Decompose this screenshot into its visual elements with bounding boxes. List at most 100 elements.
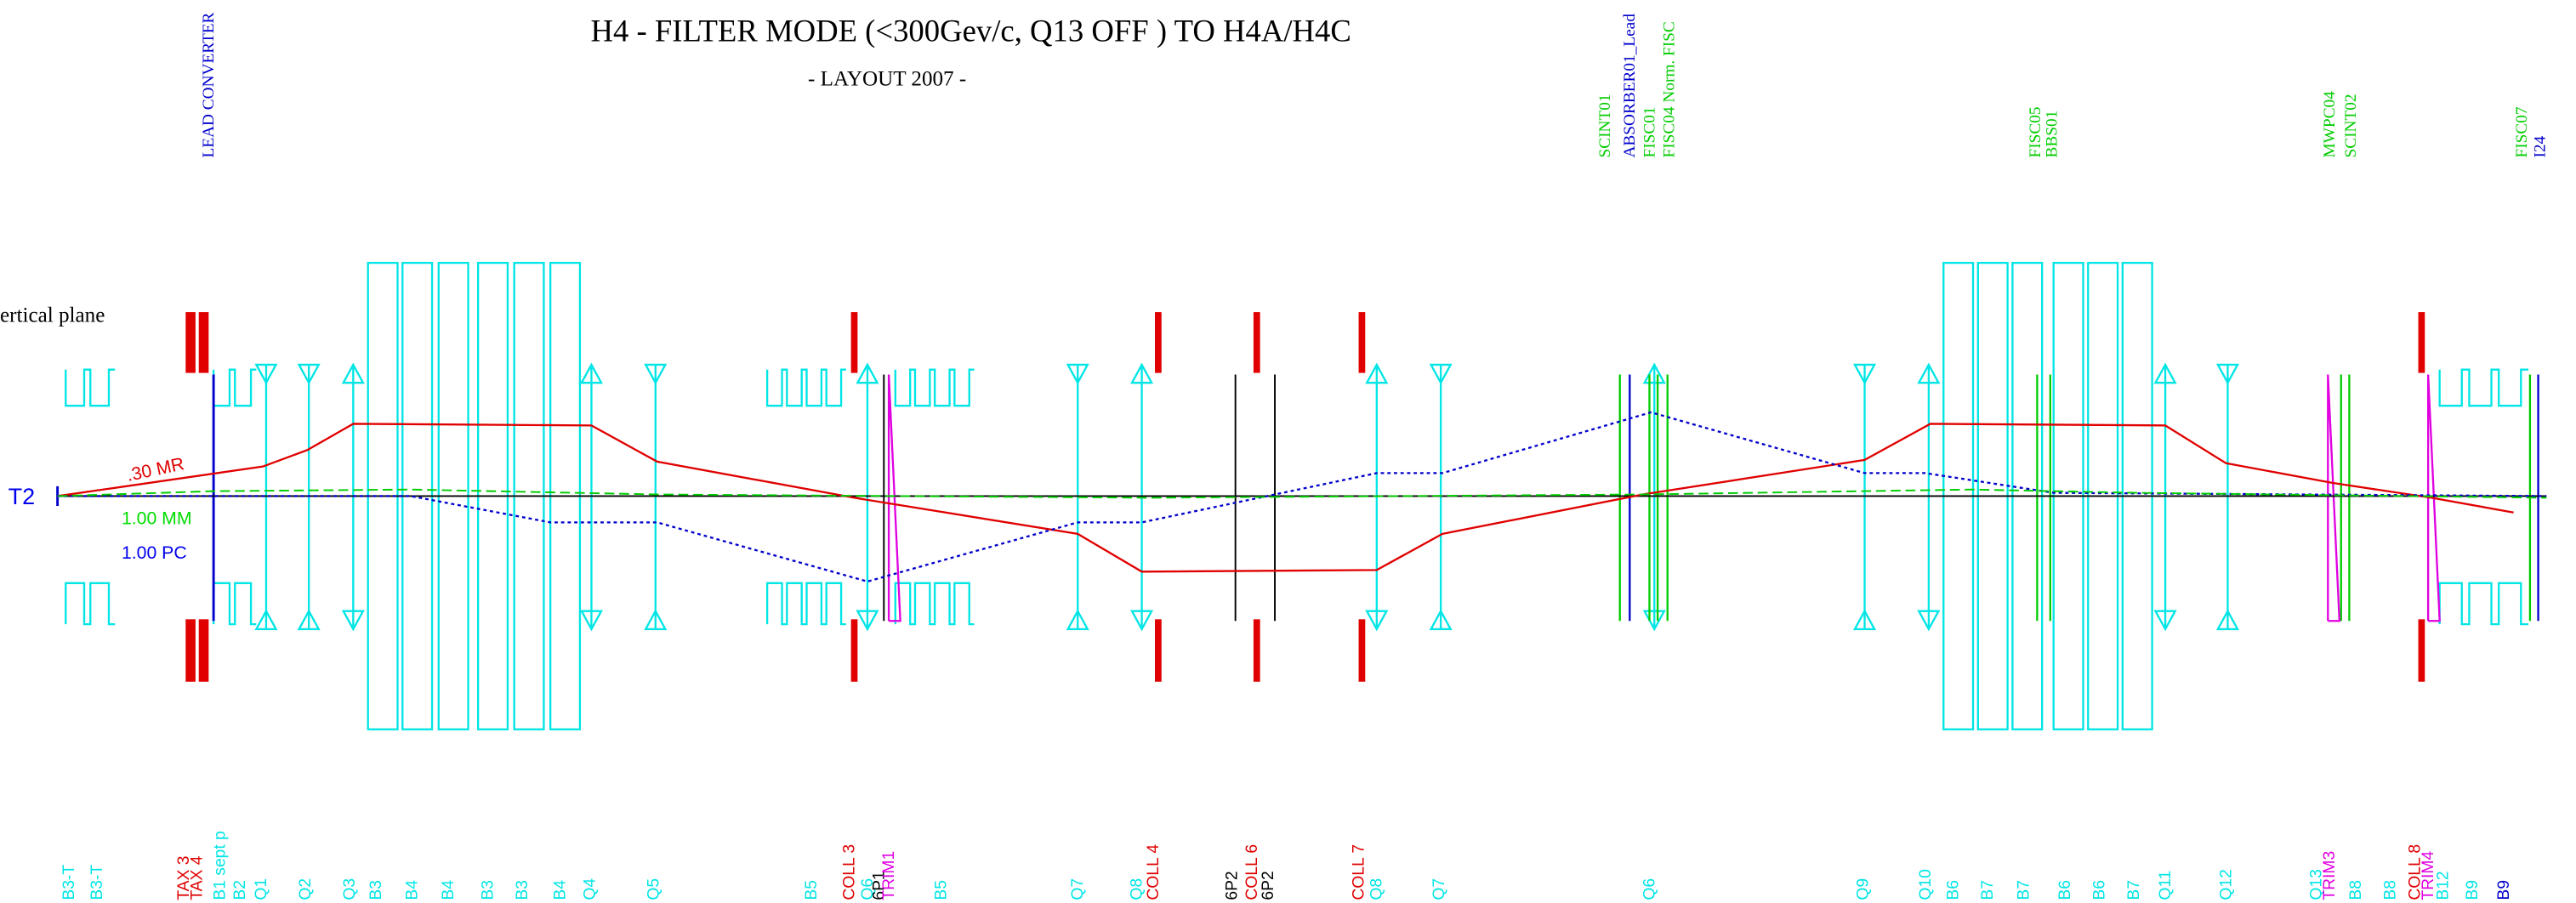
bottom-label: B4: [404, 880, 422, 900]
quad-pole: [856, 362, 879, 384]
top-label: FISC04 Norm. FISC: [1660, 21, 1678, 157]
quad-pole: [2215, 363, 2240, 385]
bottom-label: B3: [367, 880, 385, 900]
bottom-label: Q5: [645, 878, 663, 900]
bottom-label: Q2: [297, 878, 315, 900]
comb: [65, 582, 116, 626]
collimator: [198, 312, 209, 373]
bottom-label: B6: [2056, 880, 2074, 900]
bottom-label: B3: [480, 880, 498, 900]
trim: [887, 374, 901, 622]
dispersion-label: 1.00 PC: [122, 542, 187, 563]
bottom-label: COLL 7: [1350, 844, 1368, 900]
quad-pole: [1917, 610, 1941, 632]
collimator: [185, 619, 196, 682]
comb: [765, 368, 846, 407]
bottom-label: TRIM4: [2420, 851, 2437, 900]
bottom-label: COLL 8: [2406, 844, 2424, 900]
subtitle: - LAYOUT 2007 -: [808, 68, 966, 91]
quad-pole: [1066, 609, 1089, 631]
quad-pole: [341, 362, 365, 384]
collimator: [850, 312, 858, 373]
comb: [212, 368, 257, 407]
plane-label: ertical plane: [0, 304, 105, 327]
collimator: [1253, 619, 1260, 682]
bottom-label: B8: [2382, 880, 2400, 900]
bottom-label: Q13: [2308, 869, 2326, 900]
top-label: SCINT02: [2342, 94, 2360, 157]
collimator: [185, 312, 196, 373]
quad-pole: [579, 610, 603, 632]
quad-pole: [1853, 363, 1877, 385]
quad-pole: [2215, 609, 2240, 631]
quad-pole: [1853, 609, 1877, 631]
bottom-label: B9: [2495, 880, 2513, 900]
bottom-label: Q7: [1069, 878, 1087, 900]
bottom-label: B5: [803, 880, 821, 900]
size-label: 1.00 MM: [122, 508, 192, 528]
elements: [56, 261, 2547, 730]
bottom-label: Q8: [1368, 878, 1386, 900]
quad-pole: [254, 609, 278, 631]
bottom-label: Q3: [341, 878, 359, 900]
title: H4 - FILTER MODE (<300Gev/c, Q13 OFF ) T…: [590, 13, 1351, 48]
bottom-label: COLL 3: [841, 844, 859, 900]
comb: [212, 582, 257, 626]
top-label: FISC07: [2513, 106, 2531, 157]
bottom-label: B6: [1945, 880, 1963, 900]
bottom-label: Q6: [1641, 878, 1658, 900]
bottom-label: Q11: [2157, 871, 2175, 900]
bottom-label: B3: [514, 880, 532, 900]
bottom-label: B6: [2091, 880, 2109, 900]
bottom-label: B2: [231, 880, 249, 900]
bottom-label: COLL 4: [1145, 844, 1163, 900]
quad-pole: [1066, 363, 1089, 385]
collimator: [1155, 312, 1162, 373]
quad-pole: [644, 609, 668, 631]
bottom-label: B5: [933, 880, 951, 900]
collimator: [198, 619, 209, 682]
size-trace: [57, 488, 2547, 499]
bottom-label: TRIM3: [2321, 851, 2339, 900]
bottom-label: B8: [2347, 880, 2365, 900]
quad-pole: [1130, 610, 1154, 632]
top-label: I24: [2531, 135, 2549, 157]
bottom-label: 6P2: [1260, 871, 1277, 900]
bottom-label: B7: [2016, 880, 2033, 900]
quad-pole: [254, 363, 278, 385]
quad-pole: [644, 363, 668, 385]
quad-pole: [2153, 610, 2177, 632]
bottom-label: TAX 3: [175, 855, 193, 900]
quad-pole: [579, 362, 603, 384]
bottom-label: Q6: [859, 878, 877, 900]
bottom-label: COLL 6: [1243, 844, 1261, 900]
bottom-label: B7: [2125, 880, 2143, 900]
top-label: BBS01: [2044, 111, 2061, 158]
quad-pole: [1365, 610, 1389, 632]
quad-pole: [2153, 362, 2177, 384]
top-label: ABSORBER01_Lead: [1621, 14, 1639, 158]
top-label: FISC05: [2027, 106, 2044, 157]
bottom-label: B9: [2464, 880, 2482, 900]
bottom-label: B7: [1979, 880, 1997, 900]
quad-pole: [1917, 362, 1941, 384]
collimator: [850, 619, 858, 682]
quad-pole: [297, 609, 321, 631]
bottom-label: TAX 4: [189, 855, 207, 900]
quad-pole: [1642, 362, 1666, 384]
quad-pole: [1130, 362, 1154, 384]
collimator: [2418, 312, 2425, 373]
bottom-label: B3-T: [88, 865, 106, 900]
top-label: LEAD CONVERTER: [200, 12, 218, 157]
quad-pole: [341, 610, 365, 632]
bottom-label: Q4: [581, 878, 599, 900]
angle-label: .30 MR: [125, 453, 186, 486]
bottom-label: Q8: [1129, 878, 1146, 900]
bottom-label: Q9: [1854, 878, 1872, 900]
bottom-label: Q1: [253, 878, 270, 900]
trajectory: [57, 423, 2514, 573]
comb: [894, 582, 975, 626]
bottom-label: TRIM1: [880, 851, 898, 900]
